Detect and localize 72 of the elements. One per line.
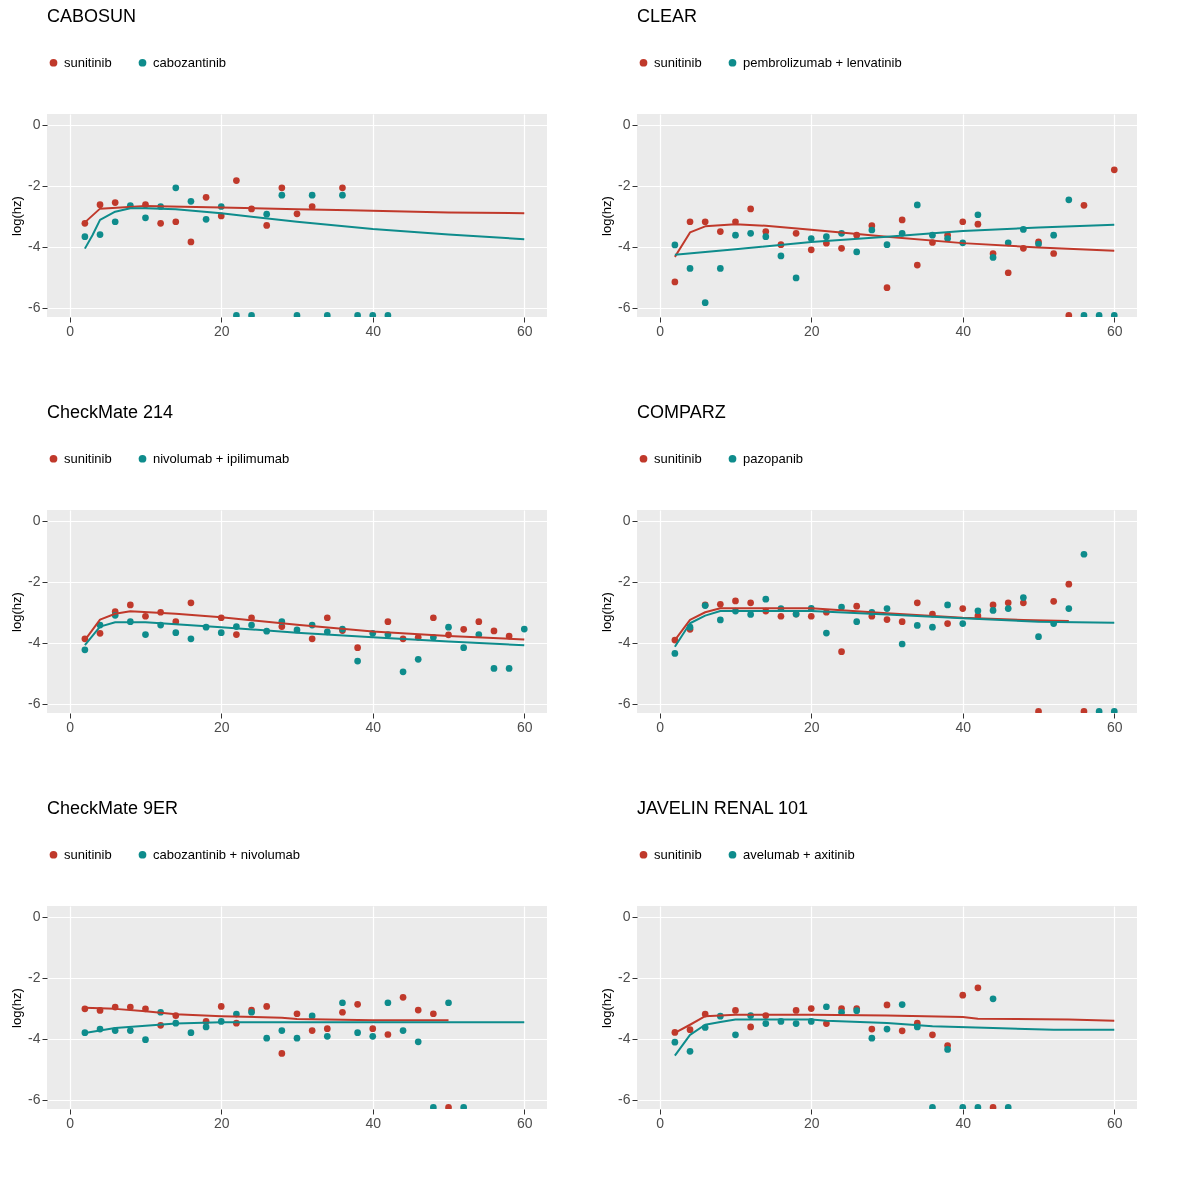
legend-label: pazopanib [743, 450, 803, 466]
y-tick-label: -2 [618, 573, 631, 590]
x-tick-label: 0 [656, 322, 665, 339]
x-tick-label: 20 [803, 1114, 820, 1131]
y-tick-label: -4 [28, 238, 41, 255]
y-tick-label: -2 [618, 969, 631, 986]
x-tick-label: 40 [365, 1114, 382, 1131]
legend-label: sunitinib [64, 450, 112, 466]
x-tick-label: 20 [803, 322, 820, 339]
x-tick-label: 40 [365, 718, 382, 735]
x-tick-label: 20 [213, 322, 230, 339]
legend-label: sunitinib [654, 54, 702, 70]
y-tick-label: -6 [28, 1091, 41, 1108]
x-tick-label: 20 [213, 718, 230, 735]
y-tick-label: -2 [618, 177, 631, 194]
x-tick-label: 20 [803, 718, 820, 735]
x-tick-label: 40 [955, 322, 972, 339]
legend-label: avelumab + axitinib [743, 846, 855, 862]
x-tick-label: 60 [1106, 1114, 1123, 1131]
y-tick-label: 0 [32, 116, 41, 133]
chart-title: JAVELIN RENAL 101 [637, 798, 809, 818]
y-tick-label: 0 [32, 512, 41, 529]
y-tick-label: -6 [618, 695, 631, 712]
y-axis-title: log(hz) [599, 988, 615, 1028]
y-tick-label: -2 [28, 573, 41, 590]
y-tick-label: 0 [622, 512, 631, 529]
chart-title: CLEAR [637, 6, 698, 26]
legend-label: sunitinib [654, 450, 702, 466]
x-tick-label: 40 [365, 322, 382, 339]
y-tick-label: -6 [618, 299, 631, 316]
y-axis-title: log(hz) [9, 196, 25, 236]
x-tick-label: 0 [66, 1114, 75, 1131]
y-tick-label: -6 [28, 695, 41, 712]
y-tick-label: 0 [622, 908, 631, 925]
legend-label: cabozantinib + nivolumab [153, 846, 301, 862]
legend-label: sunitinib [654, 846, 702, 862]
legend-label: cabozantinib [153, 54, 226, 70]
x-tick-label: 60 [516, 1114, 533, 1131]
y-tick-label: -2 [28, 969, 41, 986]
legend-label: sunitinib [64, 54, 112, 70]
chart-title: COMPARZ [637, 402, 726, 422]
x-tick-label: 0 [66, 322, 75, 339]
y-tick-label: 0 [32, 908, 41, 925]
legend-label: nivolumab + ipilimumab [153, 450, 290, 466]
chart-title: CABOSUN [47, 6, 137, 26]
y-tick-label: 0 [622, 116, 631, 133]
y-tick-label: -4 [618, 238, 631, 255]
x-tick-label: 40 [955, 718, 972, 735]
x-tick-label: 0 [66, 718, 75, 735]
chart-title: CheckMate 9ER [47, 798, 179, 818]
y-axis-title: log(hz) [9, 592, 25, 632]
y-tick-label: -6 [618, 1091, 631, 1108]
x-tick-label: 60 [1106, 718, 1123, 735]
x-tick-label: 0 [656, 1114, 665, 1131]
y-tick-label: -4 [618, 1030, 631, 1047]
chart-title: CheckMate 214 [47, 402, 174, 422]
legend-label: pembrolizumab + lenvatinib [743, 54, 902, 70]
y-tick-label: -4 [28, 1030, 41, 1047]
y-tick-label: -4 [28, 634, 41, 651]
y-axis-title: log(hz) [599, 196, 615, 236]
x-tick-label: 60 [516, 718, 533, 735]
x-tick-label: 60 [516, 322, 533, 339]
x-tick-label: 40 [955, 1114, 972, 1131]
x-tick-label: 60 [1106, 322, 1123, 339]
y-tick-label: -4 [618, 634, 631, 651]
x-tick-label: 0 [656, 718, 665, 735]
y-axis-title: log(hz) [599, 592, 615, 632]
y-tick-label: -6 [28, 299, 41, 316]
y-tick-label: -2 [28, 177, 41, 194]
y-axis-title: log(hz) [9, 988, 25, 1028]
x-tick-label: 20 [213, 1114, 230, 1131]
legend-label: sunitinib [64, 846, 112, 862]
